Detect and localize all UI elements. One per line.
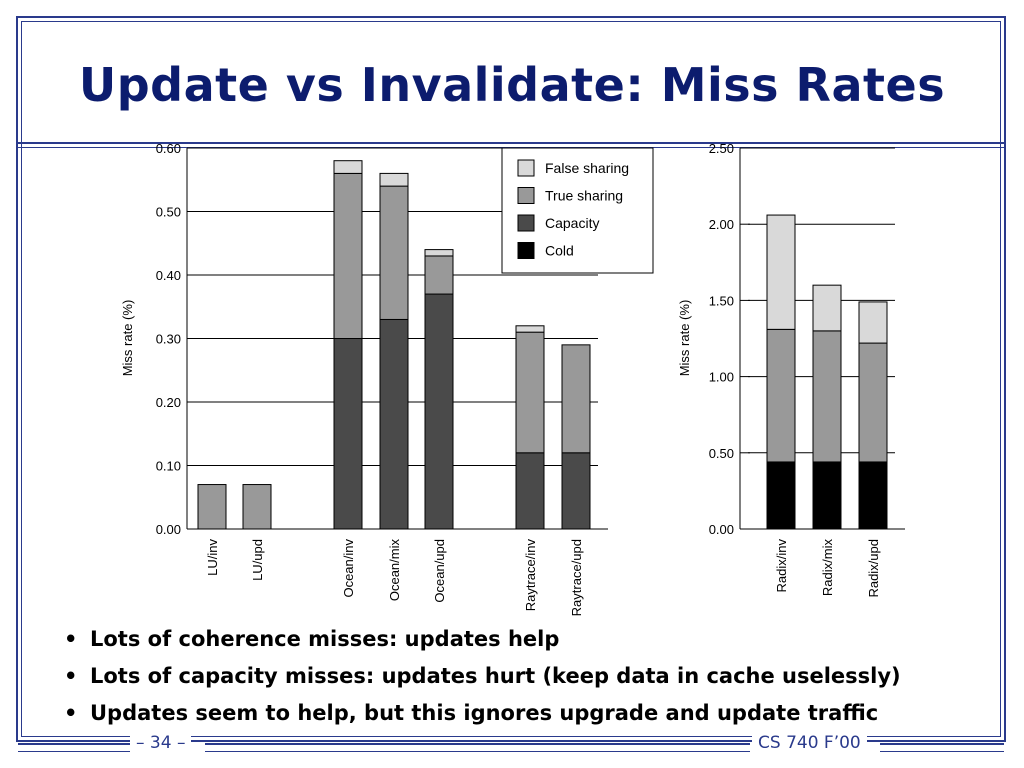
legend-swatch xyxy=(517,187,535,204)
slide-title: Update vs Invalidate: Miss Rates xyxy=(78,58,946,112)
bullet-item: • Lots of coherence misses: updates help xyxy=(64,624,984,661)
bar-segment xyxy=(812,330,842,463)
bar-segment xyxy=(379,318,409,530)
y-tick-label: 0.60 xyxy=(156,141,181,156)
y-tick-label: 2.00 xyxy=(709,217,734,232)
bar-segment xyxy=(333,172,363,339)
x-tick-label: Raytrace/upd xyxy=(569,539,584,616)
legend-swatch xyxy=(517,159,535,177)
bar-segment xyxy=(515,331,545,454)
legend-label: Cold xyxy=(545,243,574,259)
bullet-list: • Lots of coherence misses: updates help … xyxy=(64,624,984,735)
title-rule xyxy=(18,142,1004,144)
x-tick-label: Ocean/inv xyxy=(341,539,356,598)
slide-frame-outer xyxy=(16,16,1006,742)
y-tick-label: 0.00 xyxy=(156,522,181,537)
bar-segment xyxy=(424,255,454,295)
bar-segment xyxy=(766,328,796,463)
y-tick-label: 0.00 xyxy=(709,522,734,537)
chart-left: 0.00 0.10 0.20 0.30 0.40 0.50 0.60 Miss rate (%… xyxy=(120,141,608,616)
bullet-text: Lots of coherence misses: updates help xyxy=(90,627,560,651)
y-tick-label: 2.50 xyxy=(709,141,734,156)
bar-segment xyxy=(858,461,888,530)
bar-segment xyxy=(812,461,842,530)
x-tick-label: Raytrace/inv xyxy=(523,539,538,612)
bar-segment xyxy=(242,484,272,530)
y-tick-label: 0.30 xyxy=(156,332,181,347)
legend-label: True sharing xyxy=(545,188,623,204)
bullet-text: Updates seem to help, but this ignores u… xyxy=(90,701,879,725)
x-tick-label: Ocean/mix xyxy=(387,539,402,602)
footer-rule-left xyxy=(18,743,130,752)
bullet-dot: • xyxy=(64,701,78,725)
bar-segment xyxy=(858,301,888,344)
y-tick-label: 0.50 xyxy=(156,205,181,220)
x-tick-label: Radix/upd xyxy=(866,539,881,598)
course-label: CS 740 F’00 xyxy=(752,733,867,753)
y-tick-label: 0.40 xyxy=(156,268,181,283)
y-tick-label: 0.50 xyxy=(709,446,734,461)
legend-label: Capacity xyxy=(545,215,599,231)
y-tick-label: 1.00 xyxy=(709,370,734,385)
bar-segment xyxy=(766,461,796,530)
x-tick-label: LU/inv xyxy=(205,539,220,576)
bullet-dot: • xyxy=(64,627,78,651)
slide-frame-inner xyxy=(21,21,1001,737)
bar-segment xyxy=(424,249,454,257)
x-tick-label: LU/upd xyxy=(250,539,265,581)
bar-segment xyxy=(515,325,545,333)
x-tick-label: Radix/mix xyxy=(820,539,835,597)
bar-segment xyxy=(379,185,409,320)
bullet-dot: • xyxy=(64,664,78,688)
bar-segment xyxy=(515,452,545,530)
bar-segment xyxy=(197,484,227,530)
bar-segment xyxy=(766,214,796,330)
bar-segment xyxy=(858,342,888,463)
legend-swatch xyxy=(517,214,535,232)
y-tick-label: 0.20 xyxy=(156,395,181,410)
footer-rule-middle xyxy=(205,743,750,752)
y-tick-label: 0.10 xyxy=(156,459,181,474)
bullet-item: • Lots of capacity misses: updates hurt (… xyxy=(64,661,984,698)
y-tick-label: 1.50 xyxy=(709,293,734,308)
legend-label: False sharing xyxy=(545,160,629,176)
bar-segment xyxy=(379,172,409,187)
bar-segment xyxy=(561,452,591,530)
bar-segment xyxy=(333,338,363,530)
legend-swatch xyxy=(517,242,535,259)
bar-segment xyxy=(333,160,363,174)
x-tick-label: Radix/inv xyxy=(774,539,789,593)
bar-segment xyxy=(812,284,842,332)
bullet-text: Lots of capacity misses: updates hurt (k… xyxy=(90,664,901,688)
x-tick-label: Ocean/upd xyxy=(432,539,447,603)
bar-segment xyxy=(424,293,454,530)
chart-legend: False sharing True sharing Capacity Cold xyxy=(501,147,654,274)
y-axis-label: Miss rate (%) xyxy=(677,300,692,377)
bar-segment xyxy=(561,344,591,454)
page-number: – 34 – xyxy=(130,733,192,753)
footer-rule-right xyxy=(880,743,1004,752)
bullet-item: • Updates seem to help, but this ignores … xyxy=(64,698,984,735)
y-axis-label: Miss rate (%) xyxy=(120,300,135,377)
chart-right: 0.00 0.50 1.00 1.50 2.00 2.50 Miss rate (%) Rad… xyxy=(677,141,905,598)
